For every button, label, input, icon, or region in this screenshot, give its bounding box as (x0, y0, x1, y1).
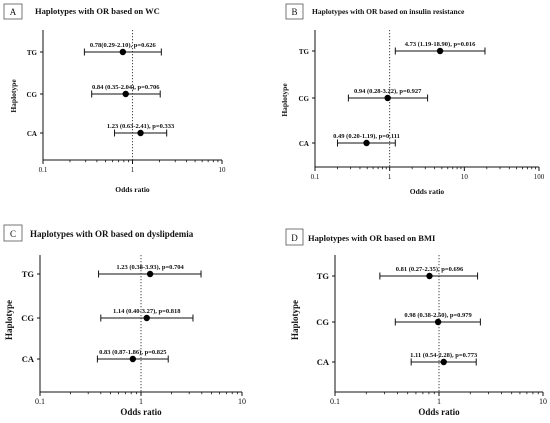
odds-ratio-point (143, 314, 150, 322)
panel-letter-box (285, 3, 304, 20)
x-tick-label: 1 (131, 166, 135, 174)
x-tick-label: 0.1 (35, 397, 45, 406)
point-annotation: 0.83 (0.87-1.86), p=0.825 (99, 349, 167, 356)
panel-d: D Haplotypes with OR based on BMI 0.1 1 10 Ha… (285, 228, 547, 417)
category-label: TG (27, 49, 38, 57)
point-annotation: 0.49 (0.20-1.19), p=0.111 (333, 133, 400, 140)
panel-title: Haplotypes with OR based on WC (35, 6, 160, 16)
y-axis-title: Haplotype (280, 83, 289, 117)
odds-ratio-point (122, 90, 129, 98)
point-annotation: 0.78(0.29-2.10), p=0.626 (90, 42, 157, 49)
y-axis-title: Haplotype (4, 300, 14, 340)
odds-ratio-point (436, 47, 444, 55)
x-tick-label: 1 (139, 397, 143, 406)
point-annotation: 0.98 (0.38-2.50), p=0.979 (404, 312, 472, 319)
panel-letter: B (291, 7, 297, 17)
point-annotation: 4.73 (1.19-18.90), p=0.016 (405, 41, 476, 48)
panel-letter: C (10, 229, 16, 239)
point-annotation: 1.11 (0.54-2.28), p=0.773 (410, 352, 478, 359)
odds-ratio-point (440, 358, 447, 366)
panel-c: C Haplotypes with OR based on dyslipdemia… (3, 224, 246, 417)
x-tick-label: 1 (437, 397, 441, 406)
point-annotation: 1.14 (0.40-3.27), p=0.818 (113, 308, 181, 315)
x-tick-label: 0.1 (39, 166, 48, 174)
point-annotation: 1.23 (0.63-2.41), p=0.333 (107, 123, 175, 130)
x-tick-label: 10 (461, 173, 469, 181)
category-label: CA (317, 357, 330, 367)
odds-ratio-point (363, 139, 370, 147)
x-tick-label: 10 (539, 397, 547, 406)
odds-ratio-point (146, 270, 154, 278)
x-tick-label: 1 (388, 173, 392, 181)
category-label: TG (317, 271, 330, 281)
category-label: CA (299, 140, 309, 148)
panel-letter-box (3, 3, 23, 20)
category-label: CG (27, 91, 38, 99)
x-axis-title: Odds ratio (120, 407, 162, 417)
point-annotation: 0.84 (0.35-2.04), p=0.706 (92, 84, 160, 91)
x-axis-title: Odds ratio (115, 185, 150, 194)
odds-ratio-point (434, 318, 442, 326)
category-label: CG (21, 313, 34, 323)
panel-b: B Haplotypes with OR based on insulin res… (280, 3, 545, 196)
odds-ratio-point (426, 272, 433, 280)
panel-title: Haplotypes with OR based on insulin resi… (312, 7, 465, 16)
odds-ratio-point (119, 48, 127, 56)
x-tick-label: 10 (219, 166, 227, 174)
panel-letter-box (3, 224, 23, 242)
panel-title: Haplotypes with OR based on BMI (308, 233, 436, 243)
x-axis-title: Odds ratio (410, 187, 445, 196)
x-tick-label: 0.1 (330, 397, 340, 406)
odds-ratio-point (137, 129, 144, 137)
odds-ratio-point (384, 94, 391, 102)
odds-ratio-point (129, 355, 137, 363)
x-tick-label: 10 (238, 397, 246, 406)
point-annotation: 0.94 (0.28-3.22), p=0.927 (354, 88, 422, 95)
x-axis-title: Odds ratio (418, 407, 460, 417)
category-label: CG (299, 95, 310, 103)
category-label: CG (316, 317, 329, 327)
category-label: TG (299, 48, 310, 56)
y-axis-title: Haplotype (290, 300, 300, 340)
point-annotation: 0.81 (0.27-2.35), p=0.696 (396, 266, 464, 273)
x-tick-label: 100 (534, 173, 545, 181)
point-annotation: 1.23 (0.38-3.93), p=0.704 (116, 264, 184, 271)
panel-title: Haplotypes with OR based on dyslipdemia (30, 229, 194, 239)
category-label: CA (27, 130, 37, 138)
category-label: CA (22, 354, 35, 364)
panel-a: A Haplotypes with OR based on WC 0.1 1 10 Hap… (3, 3, 227, 194)
panel-letter: A (10, 7, 17, 17)
panel-letter: D (291, 233, 298, 243)
category-label: TG (22, 269, 35, 279)
panel-letter-box (285, 228, 304, 246)
x-tick-label: 0.1 (311, 173, 320, 181)
y-axis-title: Haplotype (9, 79, 18, 113)
